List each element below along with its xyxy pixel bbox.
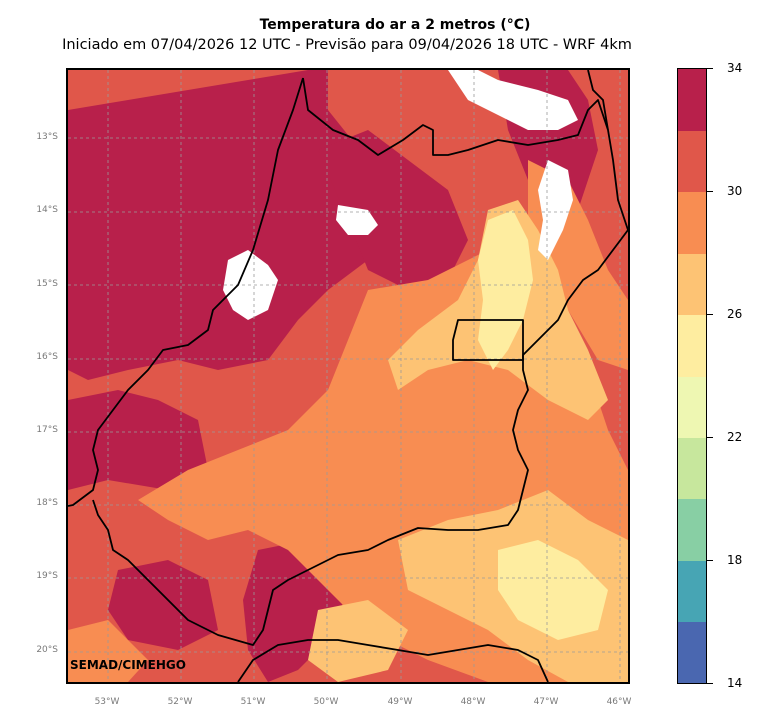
lon-label-52w: 52°W: [167, 697, 193, 707]
colorbar-label-14: 14: [727, 676, 743, 690]
colorbar-tick: [707, 437, 713, 438]
lat-label-16s: 16°S: [36, 352, 58, 362]
missing-data-north: [448, 70, 578, 130]
colorbar-tick: [707, 191, 713, 192]
lon-label-47w: 47°W: [533, 697, 559, 707]
colorbar-tick: [707, 68, 713, 69]
colorbar-band-20-22: [678, 437, 706, 500]
mild-region-south: [308, 600, 408, 682]
colorbar-tick: [707, 560, 713, 561]
lat-label-17s: 17°S: [36, 425, 58, 435]
lon-label-46w: 46°W: [606, 697, 632, 707]
data-credit-label: SEMAD/CIMEHGO: [70, 658, 186, 672]
temperature-map[interactable]: [66, 68, 630, 684]
lat-label-18s: 18°S: [36, 498, 58, 508]
lon-label-51w: 51°W: [240, 697, 266, 707]
hot-region-northwest: [68, 70, 388, 380]
colorbar-band-18-20: [678, 498, 706, 561]
boundary-distrito-federal: [452, 319, 524, 361]
colorbar-band-32-34: [678, 69, 706, 131]
colorbar-label-30: 30: [727, 184, 743, 198]
colorbar-band-22-24: [678, 376, 706, 438]
lat-label-14s: 14°S: [36, 205, 58, 215]
hot-region-west: [68, 390, 208, 490]
cool-region-southeast: [498, 540, 608, 640]
lat-label-15s: 15°S: [36, 279, 58, 289]
colorbar-band-30-32: [678, 130, 706, 193]
map-canvas: [68, 70, 628, 682]
cool-region-ridge: [478, 210, 533, 370]
temperature-colorbar: [677, 68, 707, 684]
colorbar-band-14-16: [678, 621, 706, 683]
colorbar-band-24-26: [678, 314, 706, 377]
hot-region-north: [318, 130, 468, 290]
lon-label-53w: 53°W: [94, 697, 120, 707]
boundary-goias-east: [92, 129, 628, 646]
lon-label-49w: 49°W: [387, 697, 413, 707]
boundary-goias-north: [302, 77, 609, 156]
chart-title: Temperatura do ar a 2 metros (°C): [259, 17, 531, 33]
gridlines: [68, 70, 628, 682]
colorbar-band-16-18: [678, 560, 706, 623]
lon-label-48w: 48°W: [460, 697, 486, 707]
colorbar-label-34: 34: [727, 61, 743, 75]
colorbar-band-28-30: [678, 191, 706, 254]
colorbar-label-26: 26: [727, 307, 743, 321]
hot-region-south: [108, 560, 218, 650]
missing-data-mid: [336, 205, 378, 235]
chart-subtitle: Iniciado em 07/04/2026 12 UTC - Previsão…: [62, 37, 632, 53]
state-boundaries: [68, 70, 628, 682]
boundary-southern: [237, 639, 549, 682]
lon-label-50w: 50°W: [313, 697, 339, 707]
boundary-goias-west: [68, 77, 304, 507]
colorbar-tick: [707, 683, 713, 684]
warm-band-southwest: [68, 620, 148, 682]
lat-label-13s: 13°S: [36, 132, 58, 142]
lat-label-19s: 19°S: [36, 571, 58, 581]
colorbar-band-26-28: [678, 253, 706, 316]
colorbar-tick: [707, 314, 713, 315]
boundary-northeast-edge: [587, 70, 609, 131]
colorbar-label-22: 22: [727, 430, 743, 444]
colorbar-label-18: 18: [727, 553, 743, 567]
lat-label-20s: 20°S: [36, 645, 58, 655]
